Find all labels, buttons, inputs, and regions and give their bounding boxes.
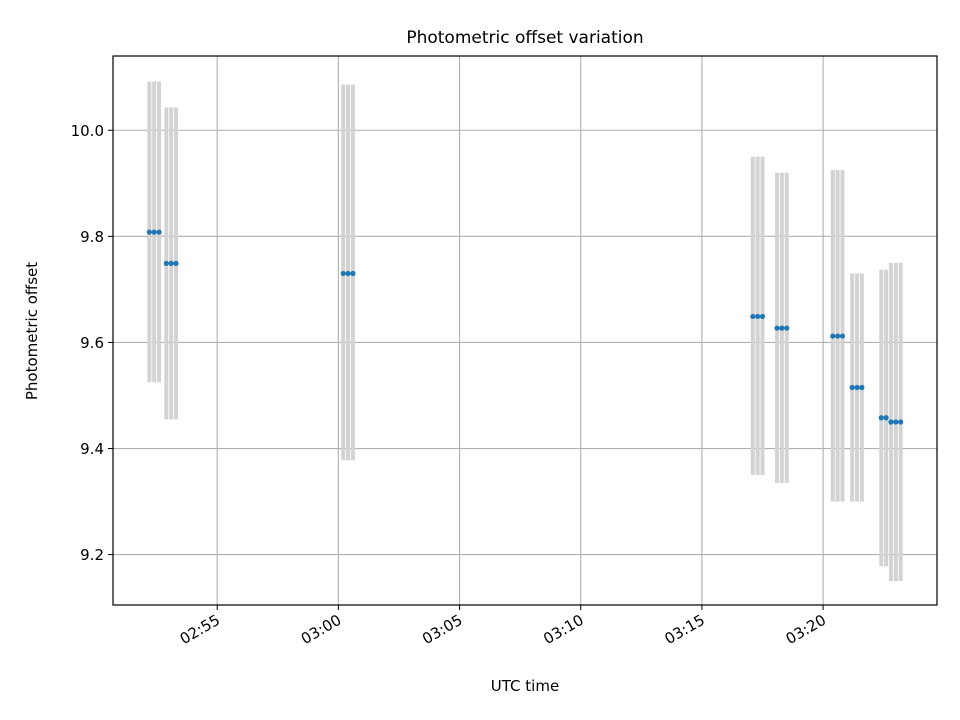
data-point	[173, 260, 179, 266]
data-point	[759, 313, 766, 320]
data-point	[146, 229, 152, 235]
data-point	[340, 270, 346, 277]
data-point	[350, 270, 356, 277]
data-point	[883, 415, 889, 421]
data-point	[156, 229, 162, 235]
x-axis-label: UTC time	[491, 677, 559, 695]
y-axis-label: Photometric offset	[23, 262, 41, 400]
y-axis: 9.2 9.4 9.6 9.8 10.0	[71, 122, 113, 564]
grid	[113, 56, 937, 605]
data-point	[859, 384, 865, 391]
y-tick-label: 9.8	[80, 228, 104, 246]
data-point	[888, 419, 894, 425]
data-point	[168, 260, 174, 266]
y-tick-label: 10.0	[71, 122, 104, 140]
data-point	[835, 333, 841, 339]
y-tick-label: 9.4	[80, 440, 104, 458]
data-point	[345, 270, 351, 277]
data-point	[151, 229, 157, 235]
data-point	[854, 384, 860, 391]
data-point	[839, 333, 846, 339]
data-point	[779, 325, 785, 331]
data-point	[755, 313, 761, 320]
data-point	[849, 384, 855, 391]
y-tick-label: 9.2	[80, 546, 104, 564]
data-point	[878, 415, 884, 421]
data-point	[774, 325, 780, 331]
plot-frame	[112, 55, 938, 606]
data-point	[163, 260, 169, 266]
chart-title: Photometric offset variation	[406, 28, 643, 48]
data-points	[146, 229, 904, 425]
data-point	[784, 325, 790, 331]
data-point	[750, 313, 756, 320]
data-point	[893, 419, 899, 425]
y-tick-label: 9.6	[80, 334, 104, 352]
data-point	[898, 419, 904, 425]
data-point	[830, 333, 836, 339]
